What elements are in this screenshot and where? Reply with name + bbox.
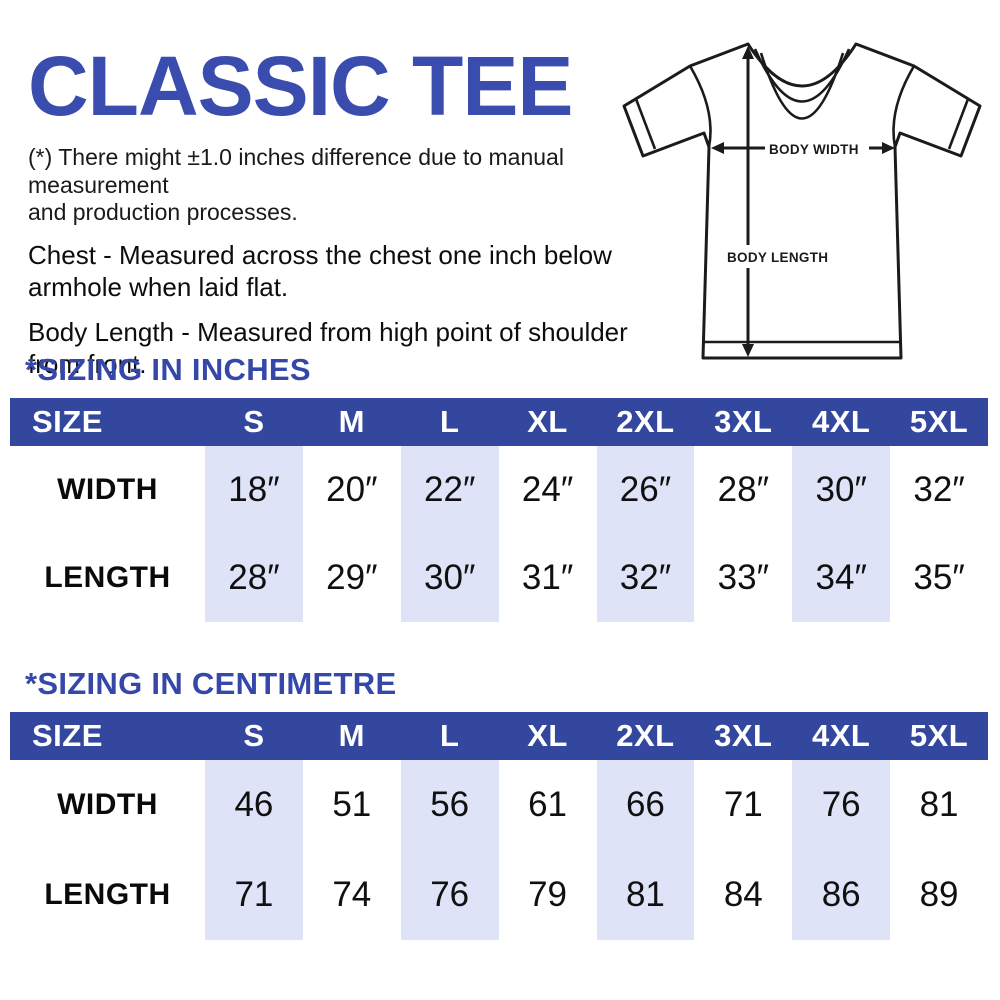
inches-width-row: WIDTH 18″ 20″ 22″ 24″ 26″ 28″ 30″ 32″ xyxy=(10,446,988,534)
collar-inner-icon xyxy=(759,52,845,120)
cm-width-label: WIDTH xyxy=(57,788,158,821)
in-col-l: L xyxy=(400,398,499,446)
cm-width-l: 56 xyxy=(400,760,499,850)
cm-col-s: S xyxy=(205,712,303,760)
in-width-s: 18″ xyxy=(205,446,303,534)
in-length-l: 30″ xyxy=(400,534,499,622)
chest-note-line1: Chest - Measured across the chest one in… xyxy=(28,239,612,270)
cm-length-xl: 79 xyxy=(528,875,568,914)
cm-length-label: LENGTH xyxy=(44,878,171,911)
cm-col-3xl: 3XL xyxy=(694,712,793,760)
cm-col-size: SIZE xyxy=(10,712,205,760)
cm-width-2xl: 66 xyxy=(596,760,695,850)
cm-length-row: LENGTH 71 74 76 79 81 84 86 89 xyxy=(10,850,988,940)
tolerance-note: (*) There might ±1.0 inches difference d… xyxy=(28,144,638,227)
in-col-3xl: 3XL xyxy=(694,398,793,446)
armhole-seam-right xyxy=(892,65,916,148)
cm-length-4xl: 86 xyxy=(792,850,891,940)
inches-header-row: SIZE S M L XL 2XL 3XL 4XL 5XL xyxy=(10,398,988,446)
chest-note-line2: armhole when laid flat. xyxy=(28,271,289,302)
in-length-5xl: 35″ xyxy=(913,558,965,597)
in-col-2xl: 2XL xyxy=(596,398,695,446)
cuff-line-right xyxy=(947,98,970,150)
cm-width-s: 46 xyxy=(205,760,303,850)
body-width-label: BODY WIDTH xyxy=(769,142,859,157)
tshirt-diagram: BODY WIDTH BODY LENGTH xyxy=(622,42,982,360)
sizing-table-centimetre: SIZE S M L XL 2XL 3XL 4XL 5XL WIDTH 46 5… xyxy=(10,712,988,940)
cm-length-s: 71 xyxy=(205,850,303,940)
in-col-5xl: 5XL xyxy=(890,398,988,446)
inches-length-row: LENGTH 28″ 29″ 30″ 31″ 32″ 33″ 34″ 35″ xyxy=(10,534,988,622)
tolerance-note-line1: (*) There might ±1.0 inches difference d… xyxy=(28,144,564,198)
heading-sizing-centimetre: *SIZING IN CENTIMETRE xyxy=(25,666,397,701)
in-width-4xl: 30″ xyxy=(792,446,891,534)
cm-header-row: SIZE S M L XL 2XL 3XL 4XL 5XL xyxy=(10,712,988,760)
chest-note: Chest - Measured across the chest one in… xyxy=(28,240,638,304)
in-width-l: 22″ xyxy=(400,446,499,534)
cm-col-l: L xyxy=(400,712,499,760)
in-col-xl: XL xyxy=(498,398,597,446)
in-width-xl: 24″ xyxy=(521,470,574,509)
cm-width-5xl: 81 xyxy=(919,785,959,824)
in-length-xl: 31″ xyxy=(521,558,574,597)
tolerance-note-line2: and production processes. xyxy=(28,199,298,226)
cm-width-4xl: 76 xyxy=(792,760,891,850)
in-width-5xl: 32″ xyxy=(913,470,965,509)
in-length-s: 28″ xyxy=(205,534,303,622)
in-width-label: WIDTH xyxy=(57,473,158,506)
in-length-4xl: 34″ xyxy=(792,534,891,622)
cm-width-3xl: 71 xyxy=(723,785,763,824)
tshirt-outline xyxy=(622,42,982,360)
cm-width-m: 51 xyxy=(332,785,372,824)
cm-length-5xl: 89 xyxy=(919,875,959,914)
cm-length-l: 76 xyxy=(400,850,499,940)
in-length-m: 29″ xyxy=(326,558,378,597)
in-length-2xl: 32″ xyxy=(596,534,695,622)
body-length-note: Body Length - Measured from high point o… xyxy=(28,317,638,381)
cm-col-5xl: 5XL xyxy=(890,712,988,760)
cm-col-2xl: 2XL xyxy=(596,712,695,760)
in-col-s: S xyxy=(205,398,303,446)
in-col-4xl: 4XL xyxy=(792,398,891,446)
cm-width-xl: 61 xyxy=(528,785,568,824)
heading-sizing-inches: *SIZING IN INCHES xyxy=(25,352,311,387)
cm-col-xl: XL xyxy=(498,712,597,760)
in-col-m: M xyxy=(302,398,401,446)
in-col-size: SIZE xyxy=(10,398,205,446)
cm-col-4xl: 4XL xyxy=(792,712,891,760)
in-width-m: 20″ xyxy=(326,470,378,509)
in-length-3xl: 33″ xyxy=(717,558,769,597)
page-title: CLASSIC TEE xyxy=(28,39,573,133)
in-width-3xl: 28″ xyxy=(717,470,769,509)
body-length-note-line1: Body Length - Measured from high point o… xyxy=(28,316,628,347)
cm-length-m: 74 xyxy=(332,875,372,914)
hero-text-block: CLASSIC TEE (*) There might ±1.0 inches … xyxy=(28,44,638,394)
in-width-2xl: 26″ xyxy=(596,446,695,534)
body-length-label-plate xyxy=(724,245,832,268)
cuff-line-left xyxy=(634,98,657,150)
cm-length-2xl: 81 xyxy=(596,850,695,940)
body-length-arrow xyxy=(742,46,754,357)
body-length-label: BODY LENGTH xyxy=(727,250,828,265)
in-length-label: LENGTH xyxy=(44,561,171,594)
body-length-note-line2: from front. xyxy=(28,348,147,379)
body-width-label-plate xyxy=(765,136,869,159)
cm-width-row: WIDTH 46 51 56 61 66 71 76 81 xyxy=(10,760,988,850)
cm-col-m: M xyxy=(302,712,401,760)
sizing-table-inches: SIZE S M L XL 2XL 3XL 4XL 5XL WIDTH 18″ … xyxy=(10,398,988,622)
cm-length-3xl: 84 xyxy=(723,875,763,914)
armhole-seam-left xyxy=(688,65,712,148)
